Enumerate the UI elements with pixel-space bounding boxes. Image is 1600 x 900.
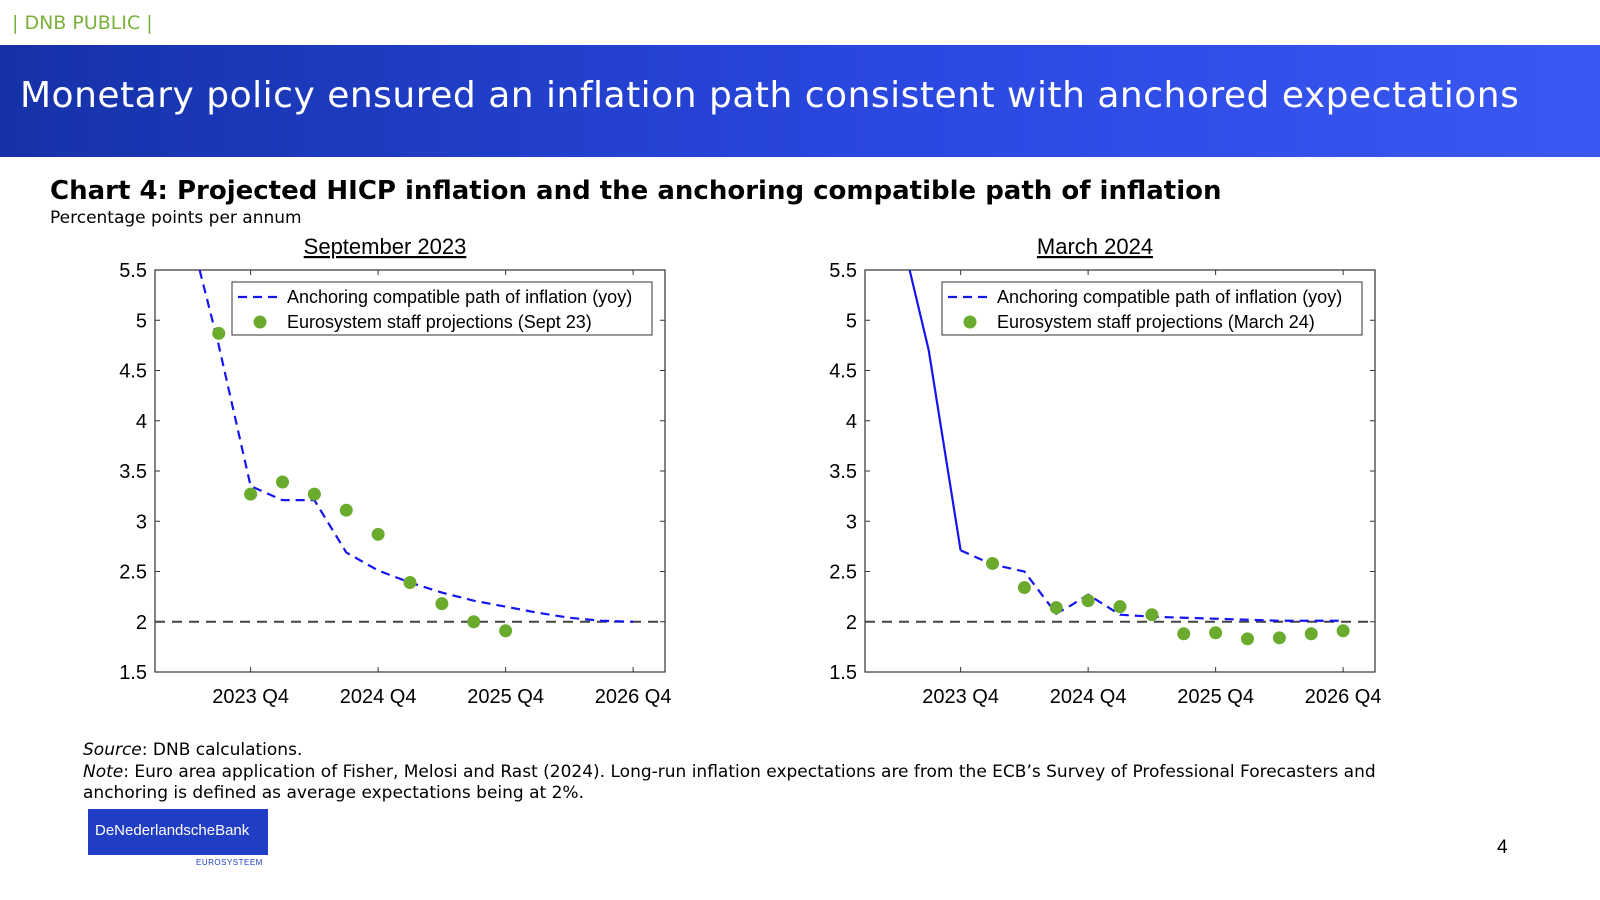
x-tick-label: 2025 Q4: [467, 686, 544, 708]
projection-point-4: [1113, 600, 1127, 614]
legend: Anchoring compatible path of inflation (…: [941, 281, 1363, 336]
projection-point-2: [276, 475, 289, 489]
projection-point-3: [307, 487, 321, 501]
source-line: Source: DNB calculations.: [83, 740, 1463, 762]
x-tick-label: 2026 Q4: [595, 686, 672, 708]
plot-area: [198, 270, 634, 638]
projection-point-9: [1272, 631, 1286, 645]
chart-subtitle: Percentage points per annum: [50, 208, 302, 228]
projection-point-9: [499, 624, 513, 638]
anchoring-path-line-solid: [908, 270, 962, 551]
legend-label-anchoring-compatible-path-of-i: Anchoring compatible path of inflation (…: [287, 287, 632, 307]
legend-label-eurosystem-staff-projections-s: Eurosystem staff projections (Sept 23): [287, 312, 592, 332]
source-text: : DNB calculations.: [141, 740, 303, 760]
chart-panel-september-2023: September 2023 1.5 2 2.5 3 3.5 4 4.5 5 5.5 2023 Q4…: [119, 234, 672, 708]
projection-point-0: [212, 326, 226, 340]
projection-point-8: [467, 615, 481, 629]
x-tick-label: 2024 Q4: [1050, 686, 1127, 708]
projection-point-1: [244, 487, 258, 501]
y-tick-label: 3.5: [119, 461, 147, 483]
legend-marker-projections: [253, 315, 267, 329]
projection-point-6: [1177, 627, 1191, 641]
projection-point-0: [986, 556, 999, 570]
x-tick-label: 2026 Q4: [1305, 686, 1382, 708]
y-tick-label: 3.5: [829, 461, 857, 483]
projection-point-4: [339, 503, 353, 517]
y-tick-label: 2.5: [119, 562, 147, 584]
y-tick-label: 4.5: [119, 361, 147, 383]
chart-notes: Source: DNB calculations. Note: Euro are…: [83, 740, 1463, 805]
projection-point-2: [1049, 601, 1063, 615]
logo-text: DeNederlandscheBank: [95, 822, 250, 839]
chart-title: Chart 4: Projected HICP inflation and th…: [50, 176, 1222, 206]
legend-box: [941, 281, 1363, 336]
y-tick-label: 5: [136, 310, 147, 332]
projection-point-7: [435, 597, 449, 611]
y-tick-label: 1.5: [829, 662, 857, 684]
legend-label-eurosystem-staff-projections-m: Eurosystem staff projections (March 24): [997, 312, 1315, 332]
panel-title: March 2024: [1037, 234, 1153, 259]
note-label: Note: [83, 761, 124, 782]
projection-point-5: [1145, 608, 1159, 622]
projection-point-1: [1017, 581, 1031, 595]
legend-marker-projections: [963, 315, 977, 329]
panel-title: September 2023: [304, 234, 467, 259]
plot-area: [908, 270, 1350, 646]
projection-point-10: [1304, 627, 1318, 641]
chart-panel-march-2024: March 2024 1.5 2 2.5 3 3.5 4 4.5 5 5.5 2023 Q4 2024…: [829, 234, 1382, 708]
legend-label-anchoring-compatible-path-of-i: Anchoring compatible path of inflation (…: [997, 287, 1342, 307]
y-tick-label: 2: [136, 612, 147, 634]
y-tick-label: 4: [136, 411, 147, 433]
classification-label: | DNB PUBLIC |: [12, 12, 153, 34]
y-tick-label: 4: [846, 411, 857, 433]
projection-point-6: [403, 576, 417, 590]
anchoring-path-line-dashed: [960, 549, 1344, 622]
x-tick-label: 2023 Q4: [922, 686, 999, 708]
projection-point-5: [371, 527, 385, 541]
x-tick-label: 2024 Q4: [340, 686, 417, 708]
y-tick-label: 5.5: [119, 260, 147, 282]
page-title: Monetary policy ensured an inflation pat…: [20, 75, 1520, 116]
y-tick-label: 3: [136, 511, 147, 533]
dnb-logo: DeNederlandscheBank: [88, 809, 268, 855]
projection-point-8: [1241, 632, 1254, 646]
projection-point-11: [1336, 624, 1350, 638]
y-tick-label: 3: [846, 511, 857, 533]
y-tick-label: 1.5: [119, 662, 147, 684]
title-banner: Monetary policy ensured an inflation pat…: [0, 45, 1600, 157]
y-tick-label: 2.5: [829, 562, 857, 584]
projection-point-7: [1209, 626, 1223, 640]
note-text: : Euro area application of Fisher, Melos…: [83, 761, 1376, 804]
source-label: Source: [83, 740, 142, 760]
note-line: Note: Euro area application of Fisher, M…: [83, 762, 1463, 805]
y-tick-label: 5: [846, 310, 857, 332]
x-tick-label: 2023 Q4: [212, 686, 289, 708]
page-number: 4: [1497, 837, 1508, 858]
logo-subtitle: EUROSYSTEEM: [196, 858, 263, 867]
y-tick-label: 4.5: [829, 361, 857, 383]
y-tick-label: 5.5: [829, 260, 857, 282]
y-tick-label: 2: [846, 612, 857, 634]
projection-point-3: [1081, 594, 1095, 608]
x-tick-label: 2025 Q4: [1177, 686, 1254, 708]
legend: Anchoring compatible path of inflation (…: [231, 281, 653, 336]
legend-box: [231, 281, 653, 336]
